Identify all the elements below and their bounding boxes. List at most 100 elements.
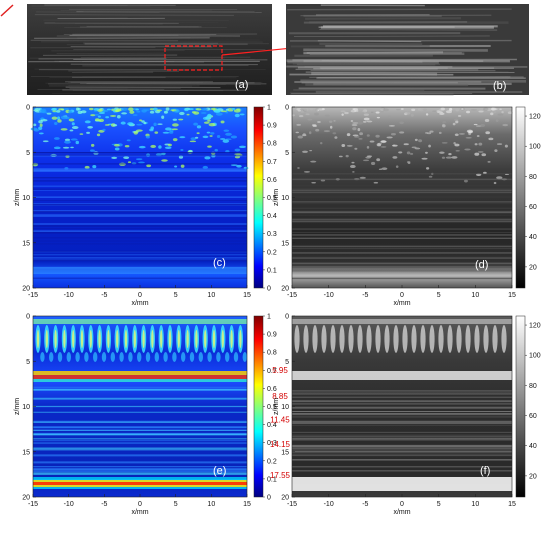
y-axis-label: z/mm bbox=[14, 189, 21, 206]
x-tick-label: 15 bbox=[508, 292, 516, 299]
colorbar-tick-label: 120 bbox=[529, 323, 541, 330]
x-tick-label: -15 bbox=[28, 501, 38, 508]
y-tick-label: 5 bbox=[285, 359, 289, 366]
colorbar-tick-label: 0.6 bbox=[267, 177, 277, 184]
colorbar-tick-label: 120 bbox=[529, 114, 541, 121]
colorbar-tick-label: 40 bbox=[529, 234, 537, 241]
x-tick-label: 15 bbox=[243, 501, 251, 508]
colorbar bbox=[516, 107, 525, 288]
colorbar-tick-label: 0.9 bbox=[267, 332, 277, 339]
x-tick-label: -10 bbox=[64, 501, 74, 508]
y-tick-label: 0 bbox=[285, 314, 289, 321]
panel-label: (e) bbox=[213, 465, 226, 477]
colorbar-tick-label: 0.2 bbox=[267, 249, 277, 256]
depth-annotation: 5.95 bbox=[272, 366, 288, 375]
colorbar-tick-label: 0.7 bbox=[267, 159, 277, 166]
colorbar-tick-label: 80 bbox=[529, 174, 537, 181]
colorbar-tick-label: 60 bbox=[529, 413, 537, 420]
panel-b: (b) bbox=[286, 4, 529, 95]
colorbar-tick-label: 0.8 bbox=[267, 350, 277, 357]
panel-a: (a) bbox=[27, 4, 272, 95]
x-tick-label: -5 bbox=[101, 292, 107, 299]
colorbar-tick-label: 0.8 bbox=[267, 141, 277, 148]
x-tick-label: 5 bbox=[437, 501, 441, 508]
x-tick-label: -10 bbox=[324, 292, 334, 299]
colorbar-tick-label: 80 bbox=[529, 383, 537, 390]
y-tick-label: 15 bbox=[281, 449, 289, 456]
x-tick-label: 10 bbox=[471, 501, 479, 508]
x-tick-label: -15 bbox=[28, 292, 38, 299]
x-axis-label: x/mm bbox=[131, 300, 148, 307]
y-tick-label: 5 bbox=[26, 359, 30, 366]
colorbar-tick-label: 20 bbox=[529, 473, 537, 480]
colorbar-tick-label: 0.4 bbox=[267, 213, 277, 220]
colorbar-tick-label: 1 bbox=[267, 105, 271, 112]
y-tick-label: 15 bbox=[281, 240, 289, 247]
depth-annotation: 14.15 bbox=[270, 440, 291, 449]
panel-e: (e) -15 -10 -5 0 5 10 15 0 5 10 15 20 x/mm z/mm 1 0.9 0… bbox=[14, 314, 291, 517]
panel-label: (c) bbox=[213, 257, 226, 269]
depth-annotation: 17.55 bbox=[270, 471, 291, 480]
x-tick-label: -10 bbox=[64, 292, 74, 299]
y-tick-label: 10 bbox=[22, 195, 30, 202]
x-tick-label: 15 bbox=[508, 501, 516, 508]
y-tick-label: 0 bbox=[285, 105, 289, 112]
x-axis-label: x/mm bbox=[131, 509, 148, 516]
colorbar bbox=[254, 316, 263, 497]
y-tick-label: 0 bbox=[26, 314, 30, 321]
y-tick-label: 0 bbox=[26, 105, 30, 112]
colorbar-tick-label: 0 bbox=[267, 495, 271, 502]
colorbar-tick-label: 20 bbox=[529, 264, 537, 271]
colorbar-tick-label: 0 bbox=[267, 286, 271, 293]
corner-mark bbox=[1, 5, 13, 16]
y-axis-label: z/mm bbox=[273, 189, 280, 206]
colorbar-tick-label: 0.2 bbox=[267, 458, 277, 465]
x-tick-label: 0 bbox=[138, 501, 142, 508]
colorbar-tick-label: 100 bbox=[529, 144, 541, 151]
x-tick-label: 0 bbox=[138, 292, 142, 299]
colorbar-tick-label: 60 bbox=[529, 204, 537, 211]
x-tick-label: -15 bbox=[287, 501, 297, 508]
colorbar-tick-label: 0.3 bbox=[267, 231, 277, 238]
x-tick-label: -15 bbox=[287, 292, 297, 299]
x-tick-label: 10 bbox=[471, 292, 479, 299]
depth-annotation: 11.45 bbox=[270, 416, 290, 425]
x-tick-label: 5 bbox=[174, 292, 178, 299]
x-tick-label: -5 bbox=[101, 501, 107, 508]
panel-label: (d) bbox=[475, 259, 488, 271]
y-axis-label: z/mm bbox=[14, 398, 21, 415]
x-tick-label: 15 bbox=[243, 292, 251, 299]
y-tick-label: 10 bbox=[22, 404, 30, 411]
colorbar bbox=[254, 107, 263, 288]
panel-d: (d) -15 -10 -5 0 5 10 15 0 5 10 15 20 x/mm z/mm 120 10… bbox=[273, 105, 541, 308]
x-tick-label: 5 bbox=[437, 292, 441, 299]
x-tick-label: 0 bbox=[400, 292, 404, 299]
x-tick-label: 10 bbox=[207, 501, 215, 508]
colorbar bbox=[516, 316, 525, 497]
y-tick-label: 5 bbox=[285, 150, 289, 157]
y-tick-label: 10 bbox=[281, 404, 289, 411]
panel-label: (b) bbox=[493, 80, 506, 92]
y-tick-label: 10 bbox=[281, 195, 289, 202]
x-tick-label: -5 bbox=[362, 292, 368, 299]
y-axis-label: z/mm bbox=[273, 398, 280, 415]
panel-label: (f) bbox=[480, 465, 490, 477]
x-axis-label: x/mm bbox=[393, 300, 410, 307]
colorbar-tick-label: 0.9 bbox=[267, 123, 277, 130]
x-tick-label: -5 bbox=[362, 501, 368, 508]
x-tick-label: 5 bbox=[174, 501, 178, 508]
y-tick-label: 20 bbox=[281, 286, 289, 293]
colorbar-tick-label: 1 bbox=[267, 314, 271, 321]
y-tick-label: 5 bbox=[26, 150, 30, 157]
x-axis-label: x/mm bbox=[393, 509, 410, 516]
colorbar-tick-label: 100 bbox=[529, 353, 541, 360]
y-tick-label: 20 bbox=[22, 286, 30, 293]
y-tick-label: 15 bbox=[22, 449, 30, 456]
y-tick-label: 20 bbox=[281, 495, 289, 502]
y-tick-label: 20 bbox=[22, 495, 30, 502]
x-tick-label: -10 bbox=[324, 501, 334, 508]
panel-label: (a) bbox=[235, 79, 248, 91]
